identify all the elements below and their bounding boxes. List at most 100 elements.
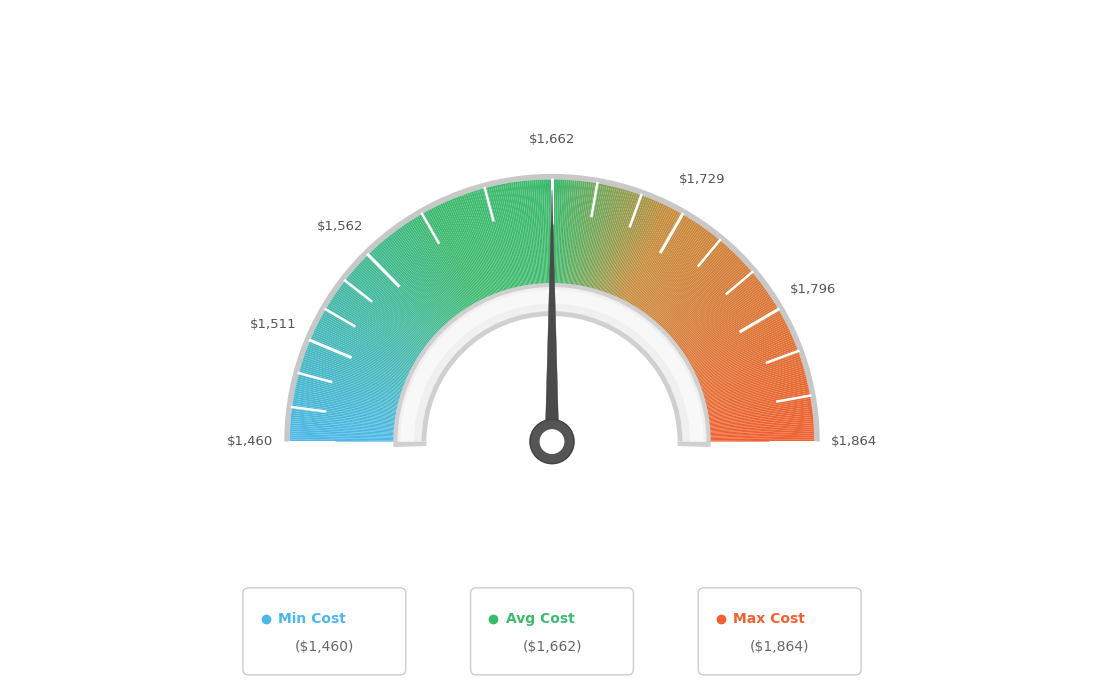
Wedge shape bbox=[677, 286, 764, 351]
Wedge shape bbox=[564, 180, 574, 287]
Wedge shape bbox=[429, 209, 480, 304]
Wedge shape bbox=[448, 200, 491, 299]
Wedge shape bbox=[415, 217, 471, 309]
Text: Min Cost: Min Cost bbox=[278, 612, 346, 626]
Wedge shape bbox=[708, 440, 815, 442]
Wedge shape bbox=[290, 423, 397, 432]
Wedge shape bbox=[576, 183, 595, 288]
Wedge shape bbox=[338, 289, 426, 353]
Wedge shape bbox=[456, 197, 496, 297]
Wedge shape bbox=[701, 368, 805, 400]
FancyBboxPatch shape bbox=[470, 588, 634, 675]
Wedge shape bbox=[609, 198, 650, 297]
Wedge shape bbox=[705, 403, 811, 420]
Wedge shape bbox=[703, 380, 807, 406]
Text: ($1,460): ($1,460) bbox=[295, 640, 354, 653]
Wedge shape bbox=[661, 256, 739, 333]
Wedge shape bbox=[408, 221, 468, 312]
Wedge shape bbox=[705, 404, 811, 421]
Wedge shape bbox=[689, 317, 784, 369]
Wedge shape bbox=[607, 197, 647, 297]
Wedge shape bbox=[657, 248, 730, 328]
Wedge shape bbox=[306, 349, 406, 388]
Wedge shape bbox=[397, 228, 461, 316]
Wedge shape bbox=[648, 236, 715, 320]
Wedge shape bbox=[294, 393, 400, 414]
Wedge shape bbox=[671, 275, 755, 344]
Wedge shape bbox=[666, 262, 744, 336]
Wedge shape bbox=[705, 397, 810, 416]
Wedge shape bbox=[335, 294, 424, 355]
Wedge shape bbox=[467, 193, 502, 295]
Wedge shape bbox=[622, 207, 671, 304]
Wedge shape bbox=[513, 182, 530, 288]
Wedge shape bbox=[704, 388, 809, 411]
Wedge shape bbox=[645, 230, 710, 317]
Wedge shape bbox=[683, 301, 775, 359]
Wedge shape bbox=[363, 257, 442, 333]
Wedge shape bbox=[629, 214, 683, 307]
Wedge shape bbox=[382, 241, 453, 324]
Wedge shape bbox=[614, 201, 658, 299]
Wedge shape bbox=[682, 297, 773, 357]
Wedge shape bbox=[443, 203, 488, 301]
Text: $1,662: $1,662 bbox=[529, 133, 575, 146]
Wedge shape bbox=[311, 335, 410, 380]
Wedge shape bbox=[542, 179, 548, 286]
Wedge shape bbox=[668, 266, 749, 339]
Wedge shape bbox=[487, 187, 514, 291]
Wedge shape bbox=[393, 232, 459, 318]
Wedge shape bbox=[596, 190, 629, 293]
Circle shape bbox=[540, 429, 564, 454]
Wedge shape bbox=[559, 179, 564, 286]
Wedge shape bbox=[380, 242, 452, 324]
Wedge shape bbox=[666, 264, 746, 337]
Wedge shape bbox=[680, 294, 769, 355]
Wedge shape bbox=[354, 268, 436, 340]
Wedge shape bbox=[635, 220, 694, 311]
Wedge shape bbox=[446, 201, 490, 299]
Wedge shape bbox=[553, 179, 556, 286]
Wedge shape bbox=[318, 321, 414, 371]
Wedge shape bbox=[691, 324, 787, 373]
Wedge shape bbox=[673, 279, 760, 346]
Wedge shape bbox=[694, 337, 794, 381]
Wedge shape bbox=[651, 239, 721, 323]
Wedge shape bbox=[291, 415, 397, 427]
Wedge shape bbox=[391, 233, 458, 319]
Wedge shape bbox=[700, 362, 803, 396]
Wedge shape bbox=[696, 343, 796, 384]
Wedge shape bbox=[290, 433, 396, 438]
Wedge shape bbox=[667, 265, 747, 338]
Wedge shape bbox=[707, 421, 814, 431]
Wedge shape bbox=[643, 228, 707, 316]
Wedge shape bbox=[670, 271, 753, 342]
Wedge shape bbox=[656, 246, 729, 327]
Wedge shape bbox=[533, 180, 542, 287]
Wedge shape bbox=[545, 179, 550, 286]
Wedge shape bbox=[300, 364, 404, 397]
Wedge shape bbox=[438, 204, 486, 302]
Wedge shape bbox=[290, 429, 397, 435]
Circle shape bbox=[530, 420, 574, 464]
Wedge shape bbox=[584, 185, 607, 290]
Wedge shape bbox=[580, 184, 602, 289]
Wedge shape bbox=[538, 179, 544, 286]
Wedge shape bbox=[298, 373, 402, 402]
Wedge shape bbox=[641, 227, 704, 315]
Wedge shape bbox=[640, 226, 703, 315]
Wedge shape bbox=[306, 351, 406, 389]
Wedge shape bbox=[337, 290, 425, 353]
Wedge shape bbox=[372, 249, 447, 328]
Wedge shape bbox=[285, 174, 819, 442]
Wedge shape bbox=[319, 319, 415, 370]
Wedge shape bbox=[565, 180, 576, 287]
Wedge shape bbox=[585, 186, 609, 290]
Wedge shape bbox=[615, 201, 660, 300]
Wedge shape bbox=[471, 192, 506, 294]
Wedge shape bbox=[507, 183, 527, 288]
Wedge shape bbox=[662, 257, 741, 333]
Wedge shape bbox=[291, 408, 397, 424]
Wedge shape bbox=[344, 279, 431, 346]
Wedge shape bbox=[566, 181, 578, 287]
